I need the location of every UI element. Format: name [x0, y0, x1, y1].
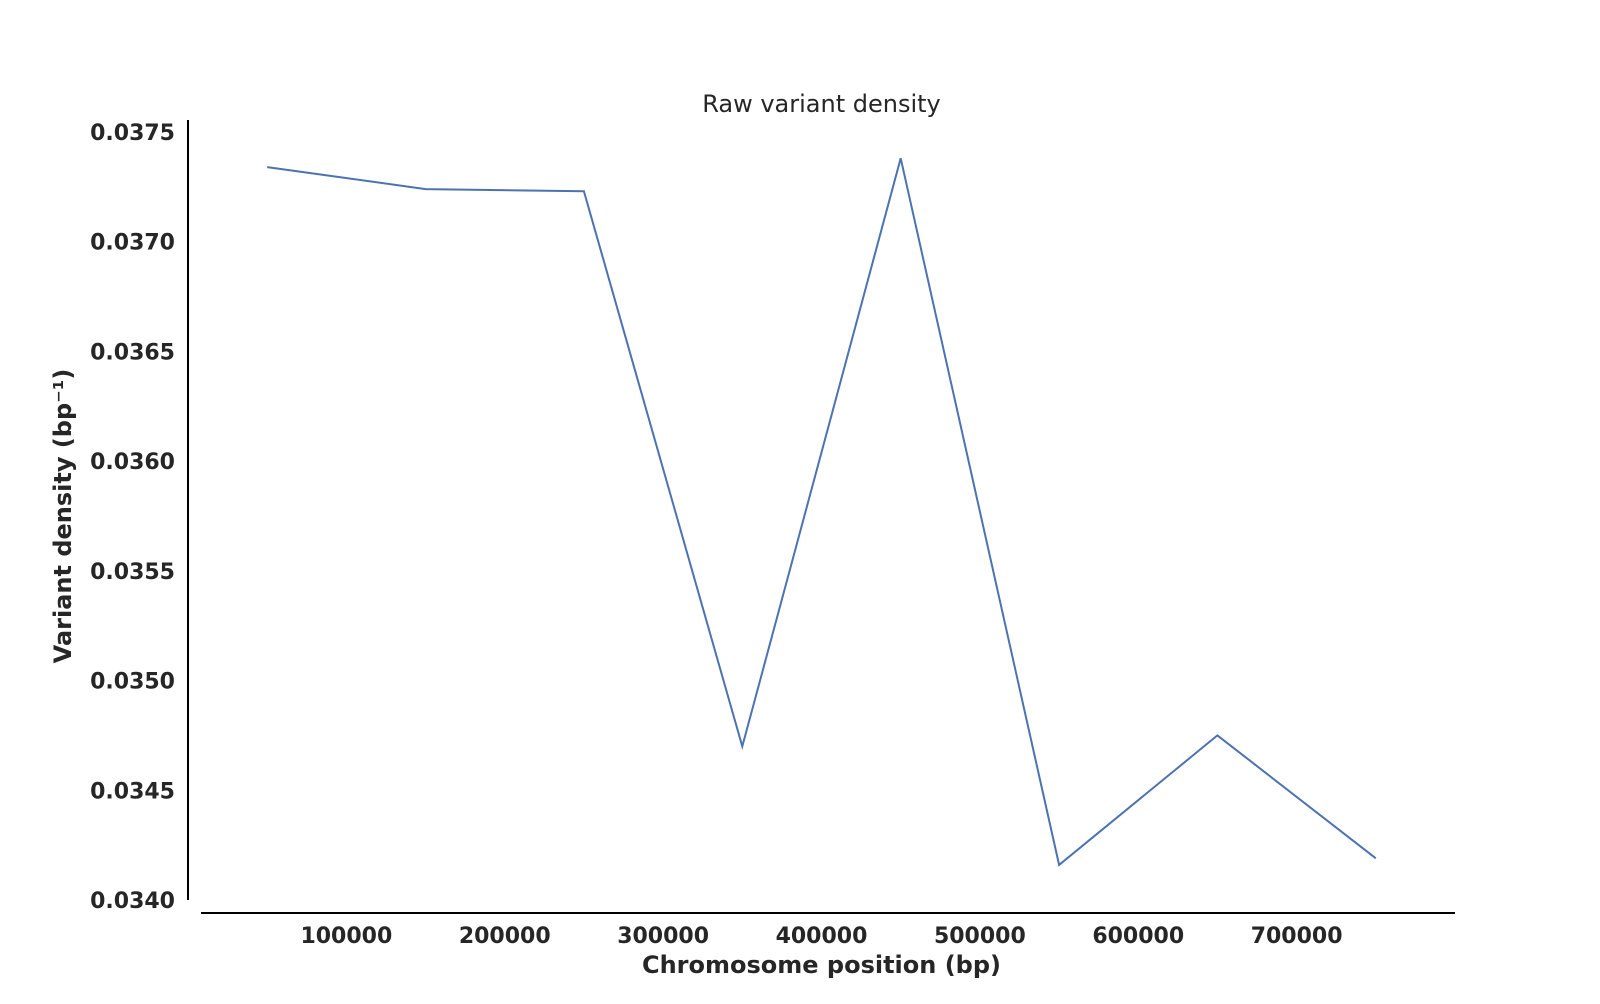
y-tick-labels: 0.0340 0.0345 0.0350 0.0355 0.0360 0.0365 0.03… [90, 121, 175, 914]
x-tick-label: 600000 [1092, 924, 1184, 949]
x-tick-label: 400000 [776, 924, 868, 949]
y-axis-title: Variant density (bp⁻¹) [49, 369, 77, 664]
x-tick-label: 300000 [617, 924, 709, 949]
x-axis-title: Chromosome position (bp) [642, 951, 1001, 979]
y-tick-label: 0.0340 [90, 889, 175, 914]
x-tick-label: 700000 [1251, 924, 1343, 949]
y-tick-label: 0.0355 [90, 560, 175, 585]
x-tick-label: 100000 [300, 924, 392, 949]
y-tick-label: 0.0375 [90, 121, 175, 146]
y-tick-label: 0.0345 [90, 779, 175, 804]
y-tick-label: 0.0370 [90, 231, 175, 256]
series-line [267, 158, 1377, 867]
y-tick-label: 0.0365 [90, 340, 175, 365]
series-layer [267, 158, 1377, 867]
axes [187, 120, 1455, 914]
x-tick-labels: 100000 200000 300000 400000 500000 600000 7000… [300, 924, 1342, 949]
x-tick-label: 200000 [459, 924, 551, 949]
y-tick-label: 0.0350 [90, 670, 175, 695]
x-tick-label: 500000 [934, 924, 1026, 949]
chart-title: Raw variant density [702, 90, 941, 118]
y-tick-label: 0.0360 [90, 450, 175, 475]
